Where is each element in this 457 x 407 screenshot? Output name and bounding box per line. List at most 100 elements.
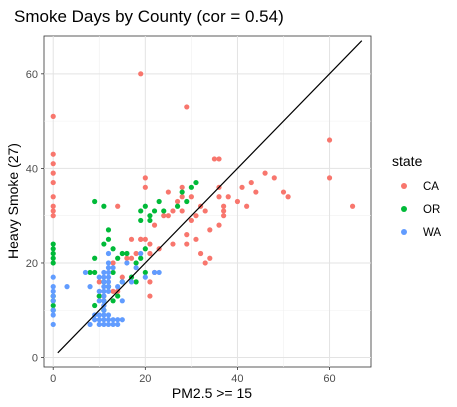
data-point-ca (50, 208, 56, 214)
data-point-ca (147, 279, 153, 285)
data-point-or (138, 217, 144, 224)
data-point-ca (147, 293, 153, 299)
data-point-or (188, 184, 194, 190)
data-point-ca (124, 255, 130, 261)
legend-label-wa: WA (423, 227, 441, 239)
y-axis: 0 20 40 60 (26, 69, 44, 365)
data-point-wa (101, 284, 107, 290)
data-point-or (101, 203, 107, 209)
data-point-or (50, 246, 56, 252)
data-point-wa (133, 265, 139, 271)
data-point-or (115, 293, 121, 299)
data-point-or (142, 203, 148, 209)
data-point-or (124, 250, 130, 257)
data-point-ca (174, 198, 181, 205)
data-point-ca (142, 175, 148, 181)
data-point-wa (105, 312, 112, 318)
data-point-wa (115, 317, 121, 323)
legend-label-ca: CA (423, 181, 439, 193)
data-point-or (92, 198, 98, 205)
data-point-wa (119, 279, 125, 285)
data-point-or (119, 250, 125, 257)
data-point-wa (151, 269, 158, 276)
data-point-or (138, 208, 144, 214)
data-point-wa (101, 321, 107, 328)
data-point-ca (165, 189, 171, 195)
data-point-wa (101, 312, 107, 318)
data-point-wa (115, 284, 121, 290)
data-point-or (138, 255, 144, 261)
data-point-ca (147, 250, 153, 257)
data-point-ca (50, 213, 56, 219)
data-point-ca (253, 189, 259, 195)
data-point-ca (202, 260, 208, 266)
legend-key-wa (401, 229, 407, 235)
data-point-wa (105, 265, 112, 271)
data-point-or (147, 217, 153, 224)
data-point-ca (161, 213, 167, 219)
data-point-wa (101, 269, 107, 276)
data-point-wa (101, 298, 107, 304)
data-point-ca (184, 232, 190, 238)
data-point-ca (179, 184, 185, 190)
data-point-or (92, 255, 98, 261)
data-point-ca (188, 217, 194, 224)
data-point-or (193, 179, 199, 186)
data-point-or (50, 250, 56, 257)
data-point-or (110, 269, 116, 276)
data-point-wa (50, 284, 56, 290)
data-point-or (156, 198, 162, 205)
legend-key-ca (401, 183, 407, 189)
data-point-wa (138, 250, 144, 257)
data-point-ca (184, 241, 190, 247)
data-point-wa (50, 274, 56, 280)
data-point-or (142, 246, 148, 252)
data-point-wa (110, 265, 116, 271)
data-point-ca (50, 161, 56, 167)
data-point-ca (188, 194, 194, 200)
y-axis-title: Heavy Smoke (27) (5, 143, 21, 259)
data-point-ca (115, 203, 121, 209)
data-point-ca (138, 236, 144, 242)
data-point-ca (110, 260, 116, 266)
data-point-ca (50, 203, 56, 209)
data-point-ca (165, 213, 171, 219)
data-point-or (101, 241, 107, 247)
data-point-ca (207, 255, 213, 261)
x-axis-title: PM2.5 >= 15 (172, 385, 252, 401)
data-point-ca (142, 184, 148, 190)
data-point-wa (105, 284, 112, 290)
data-point-ca (207, 227, 213, 233)
data-point-ca (50, 170, 56, 176)
data-point-wa (119, 298, 125, 304)
data-point-or (151, 208, 158, 214)
data-point-wa (110, 317, 116, 323)
data-point-wa (101, 288, 107, 294)
data-point-wa (105, 317, 112, 323)
data-point-or (174, 203, 181, 209)
data-point-or (50, 255, 56, 261)
data-point-or (161, 208, 167, 214)
data-point-ca (221, 213, 227, 219)
x-tick-label: 20 (139, 373, 151, 385)
data-point-or (115, 255, 121, 261)
x-tick-label: 60 (323, 373, 335, 385)
data-point-ca (142, 236, 148, 242)
data-point-wa (101, 279, 107, 285)
data-point-or (105, 236, 112, 242)
data-point-wa (124, 260, 130, 266)
data-point-wa (96, 321, 102, 328)
data-point-ca (216, 156, 222, 162)
data-point-or (87, 269, 93, 276)
data-point-or (142, 269, 148, 276)
data-point-ca (271, 175, 277, 181)
data-point-or (184, 198, 190, 205)
data-point-wa (64, 284, 70, 290)
data-point-wa (105, 279, 112, 285)
data-point-wa (96, 312, 102, 318)
data-point-wa (101, 307, 107, 313)
data-point-wa (115, 321, 121, 328)
data-point-wa (87, 284, 93, 290)
data-point-wa (101, 293, 107, 299)
